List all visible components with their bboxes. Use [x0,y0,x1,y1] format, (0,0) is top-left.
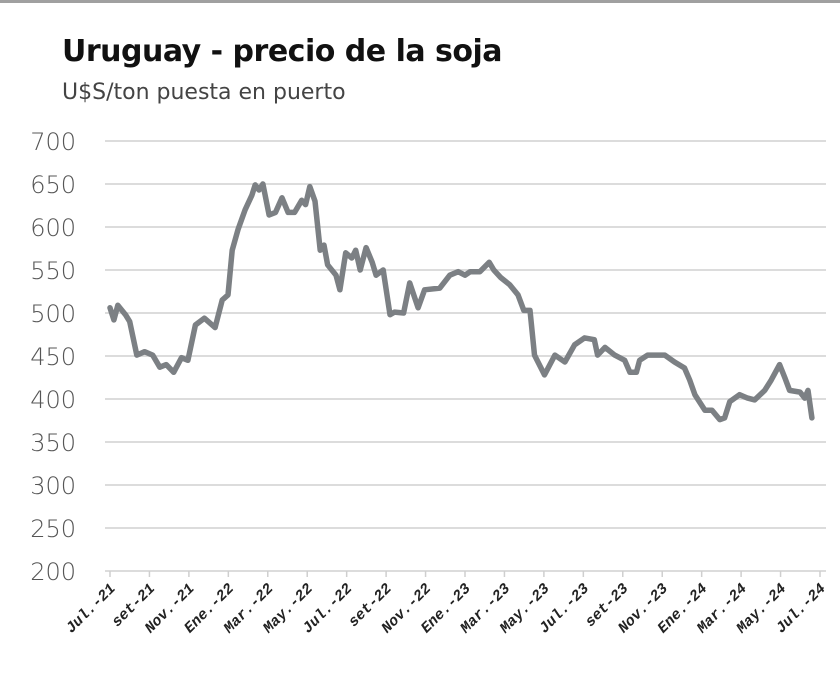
price-line [107,181,815,423]
top-rule [0,0,840,3]
y-tick-label: 350 [30,429,76,457]
series [107,181,815,423]
y-tick-label: 400 [30,386,76,414]
x-axis: Jul.-21set-21Nov.-21Ene.-22Mar.-22May.-2… [63,571,830,638]
chart-title: Uruguay - precio de la soja [62,34,503,69]
y-tick-label: 450 [30,343,76,371]
y-tick-label: 250 [30,515,76,543]
gridlines [105,140,826,572]
y-tick-label: 550 [30,257,76,285]
y-tick-label: 300 [30,472,76,500]
y-tick-label: 200 [30,558,76,586]
y-axis: 700 650 600 550 500 450 400 350 300 250 200 [30,128,76,586]
y-tick-label: 500 [30,300,76,328]
y-tick-label: 700 [30,128,76,156]
y-tick-label: 600 [30,214,76,242]
x-tick-label: Jul.-21 [63,581,120,638]
y-tick-label: 650 [30,171,76,199]
chart-subtitle: U$S/ton puesta en puerto [62,80,346,105]
